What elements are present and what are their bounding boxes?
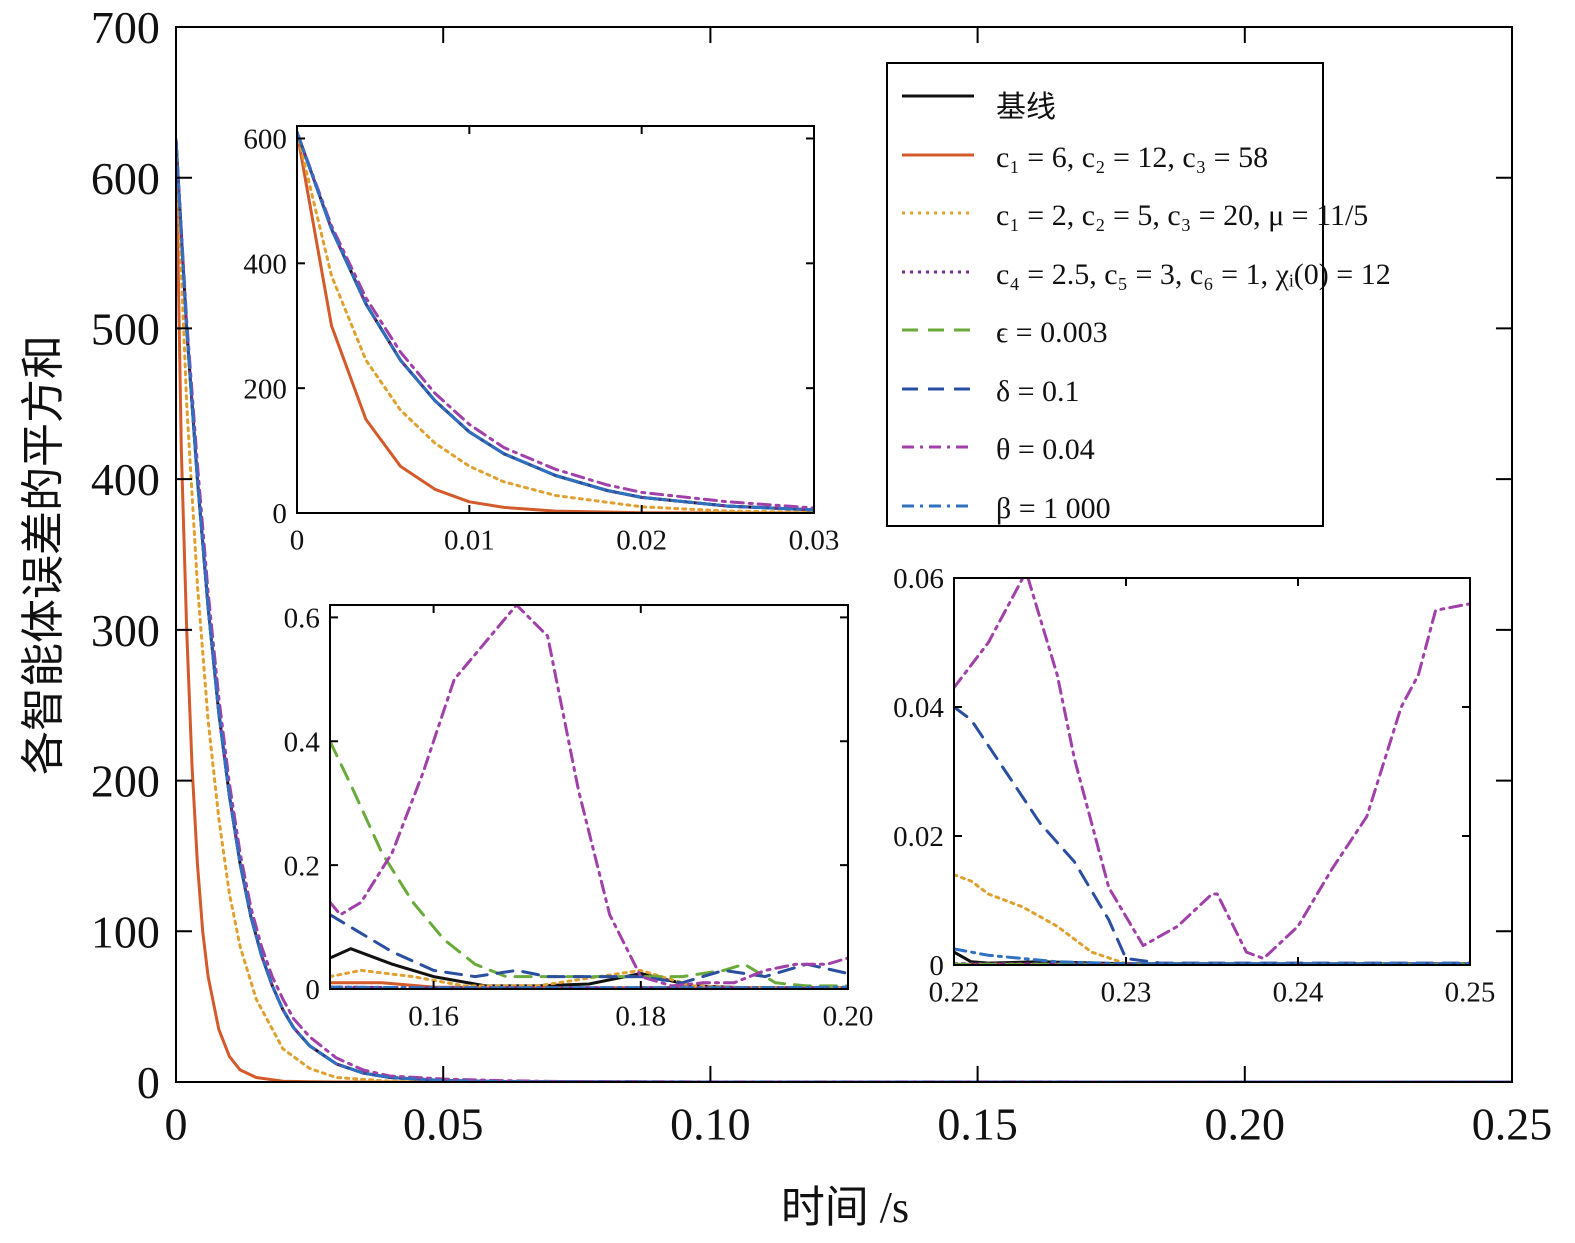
- inset-1-y-tick-label: 0.2: [284, 850, 320, 882]
- inset-0-x-tick-label: 0.02: [616, 524, 667, 556]
- inset-2-x-tick-label: 0.24: [1273, 976, 1324, 1008]
- main-frame: [175, 26, 1513, 1083]
- legend-label: c₁ = 2, c₂ = 5, c₃ = 20, μ = 11/5: [996, 199, 1369, 232]
- inset-early-plot: 0 0.01 0.02 0.03 0 200 400 600: [243, 124, 839, 557]
- inset-2-x-tick-label: 0.23: [1101, 976, 1152, 1008]
- inset-2-background: [954, 578, 1470, 965]
- inset-2-series-6: [954, 578, 1470, 960]
- inset-1-y-tick-label: 0.4: [284, 726, 321, 758]
- legend-swatch: [902, 445, 974, 449]
- main-y-tick-label: 100: [91, 906, 160, 957]
- legend-item: c₄ = 2.5, c₅ = 3, c₆ = 1, χᵢ(0) = 12: [888, 252, 1391, 292]
- inset-0-y-tick-label: 200: [243, 373, 287, 405]
- main-y-tick-label: 600: [91, 153, 160, 204]
- main-x-tick-label: 0.25: [1472, 1099, 1553, 1150]
- inset-0-x-tick-label: 0: [290, 524, 305, 556]
- legend-item: θ = 0.04: [888, 427, 1322, 467]
- legend-swatch: [902, 153, 974, 156]
- legend-swatch: [902, 328, 974, 332]
- main-x-tick-label: 0.20: [1205, 1099, 1286, 1150]
- main-y-tick-label: 300: [91, 605, 160, 656]
- inset-0-series-2: [297, 130, 814, 513]
- legend-label: c₁ = 6, c₂ = 12, c₃ = 58: [996, 140, 1269, 174]
- legend-item: δ = 0.1: [888, 369, 1322, 409]
- inset-0-series-6: [297, 130, 814, 510]
- main-y-tick-label: 500: [91, 304, 160, 355]
- inset-2-frame: [953, 577, 1471, 966]
- legend-swatch: [902, 504, 974, 507]
- inset-0-series-7: [297, 130, 814, 512]
- inset-1-x-tick-label: 0.20: [823, 1000, 874, 1032]
- legend-label: 基线: [996, 91, 1056, 124]
- main-y-tick-label: 0: [137, 1057, 160, 1108]
- legend-label: β = 1 000: [996, 491, 1111, 525]
- legend-swatch: [902, 211, 974, 215]
- legend: 基线 c₁ = 6, c₂ = 12, c₃ = 58 c₁ = 2, c₂ = 5…: [886, 62, 1391, 527]
- inset-0-x-tick-label: 0.01: [444, 524, 495, 556]
- legend-label: ϵ = 0.003: [996, 316, 1108, 349]
- inset-2-series-5: [954, 705, 1470, 965]
- inset-0-background: [297, 126, 814, 513]
- legend-item: c₁ = 6, c₂ = 12, c₃ = 58: [888, 135, 1322, 175]
- x-axis-label: 时间 /s: [781, 1183, 909, 1232]
- main-x-tick-label: 0: [165, 1099, 188, 1150]
- inset-1-series-7: [330, 985, 848, 989]
- legend-item: 基线: [888, 76, 1322, 124]
- inset-0-y-tick-label: 0: [272, 498, 287, 530]
- inset-2-y-tick-label: 0.02: [893, 821, 944, 853]
- main-series-2: [176, 138, 1512, 1082]
- inset-2-series-7: [954, 947, 1470, 965]
- inset-0-frame: [296, 125, 815, 514]
- legend-label: δ = 0.1: [996, 374, 1080, 408]
- inset-2-y-tick-label: 0.06: [893, 563, 944, 595]
- legend-item: c₁ = 2, c₂ = 5, c₃ = 20, μ = 11/5: [888, 193, 1368, 233]
- inset-0-y-tick-label: 400: [243, 248, 287, 280]
- inset-0-x-tick-label: 0.03: [789, 524, 840, 556]
- inset-0-y-tick-label: 600: [243, 124, 287, 156]
- inset-1-x-tick-label: 0.16: [408, 1000, 459, 1032]
- main-y-tick-label: 700: [91, 2, 160, 53]
- main-x-tick-label: 0.15: [937, 1099, 1018, 1150]
- legend-item: β = 1 000: [888, 486, 1322, 526]
- inset-2-series-2: [954, 873, 1470, 965]
- inset-1-series-5: [330, 913, 848, 985]
- legend-item: ϵ = 0.003: [888, 310, 1322, 350]
- y-axis-label: 各智能体误差的平方和: [19, 335, 68, 775]
- inset-1-y-tick-label: 0: [305, 974, 320, 1006]
- legend-swatch: [902, 387, 974, 390]
- main-series-1: [176, 138, 1512, 1082]
- inset-2-x-tick-label: 0.25: [1445, 976, 1496, 1008]
- main-x-tick-label: 0.05: [403, 1099, 484, 1150]
- inset-middle-plot: 0.16 0.18 0.20 0 0.2 0.4 0.6: [284, 603, 874, 1033]
- inset-1-x-tick-label: 0.18: [615, 1000, 666, 1032]
- inset-2-y-tick-label: 0.04: [893, 692, 944, 724]
- main-y-tick-label: 200: [91, 756, 160, 807]
- inset-1-background: [330, 605, 848, 989]
- inset-2-x-tick-label: 0.22: [929, 976, 980, 1008]
- legend-label: θ = 0.04: [996, 433, 1095, 466]
- inset-1-series-6: [330, 605, 848, 988]
- legend-swatch: [902, 94, 974, 98]
- main-y-tick-label: 400: [91, 454, 160, 505]
- inset-1-y-tick-label: 0.6: [284, 603, 320, 635]
- inset-1-frame: [329, 604, 849, 990]
- inset-2-y-tick-label: 0: [929, 950, 944, 982]
- inset-late-plot: 0.22 0.23 0.24 0.25 0 0.02 0.04 0.06: [893, 563, 1495, 1008]
- legend-label: c₄ = 2.5, c₅ = 3, c₆ = 1, χᵢ(0) = 12: [996, 257, 1391, 291]
- main-x-tick-label: 0.10: [670, 1099, 751, 1150]
- legend-swatch: [902, 270, 974, 273]
